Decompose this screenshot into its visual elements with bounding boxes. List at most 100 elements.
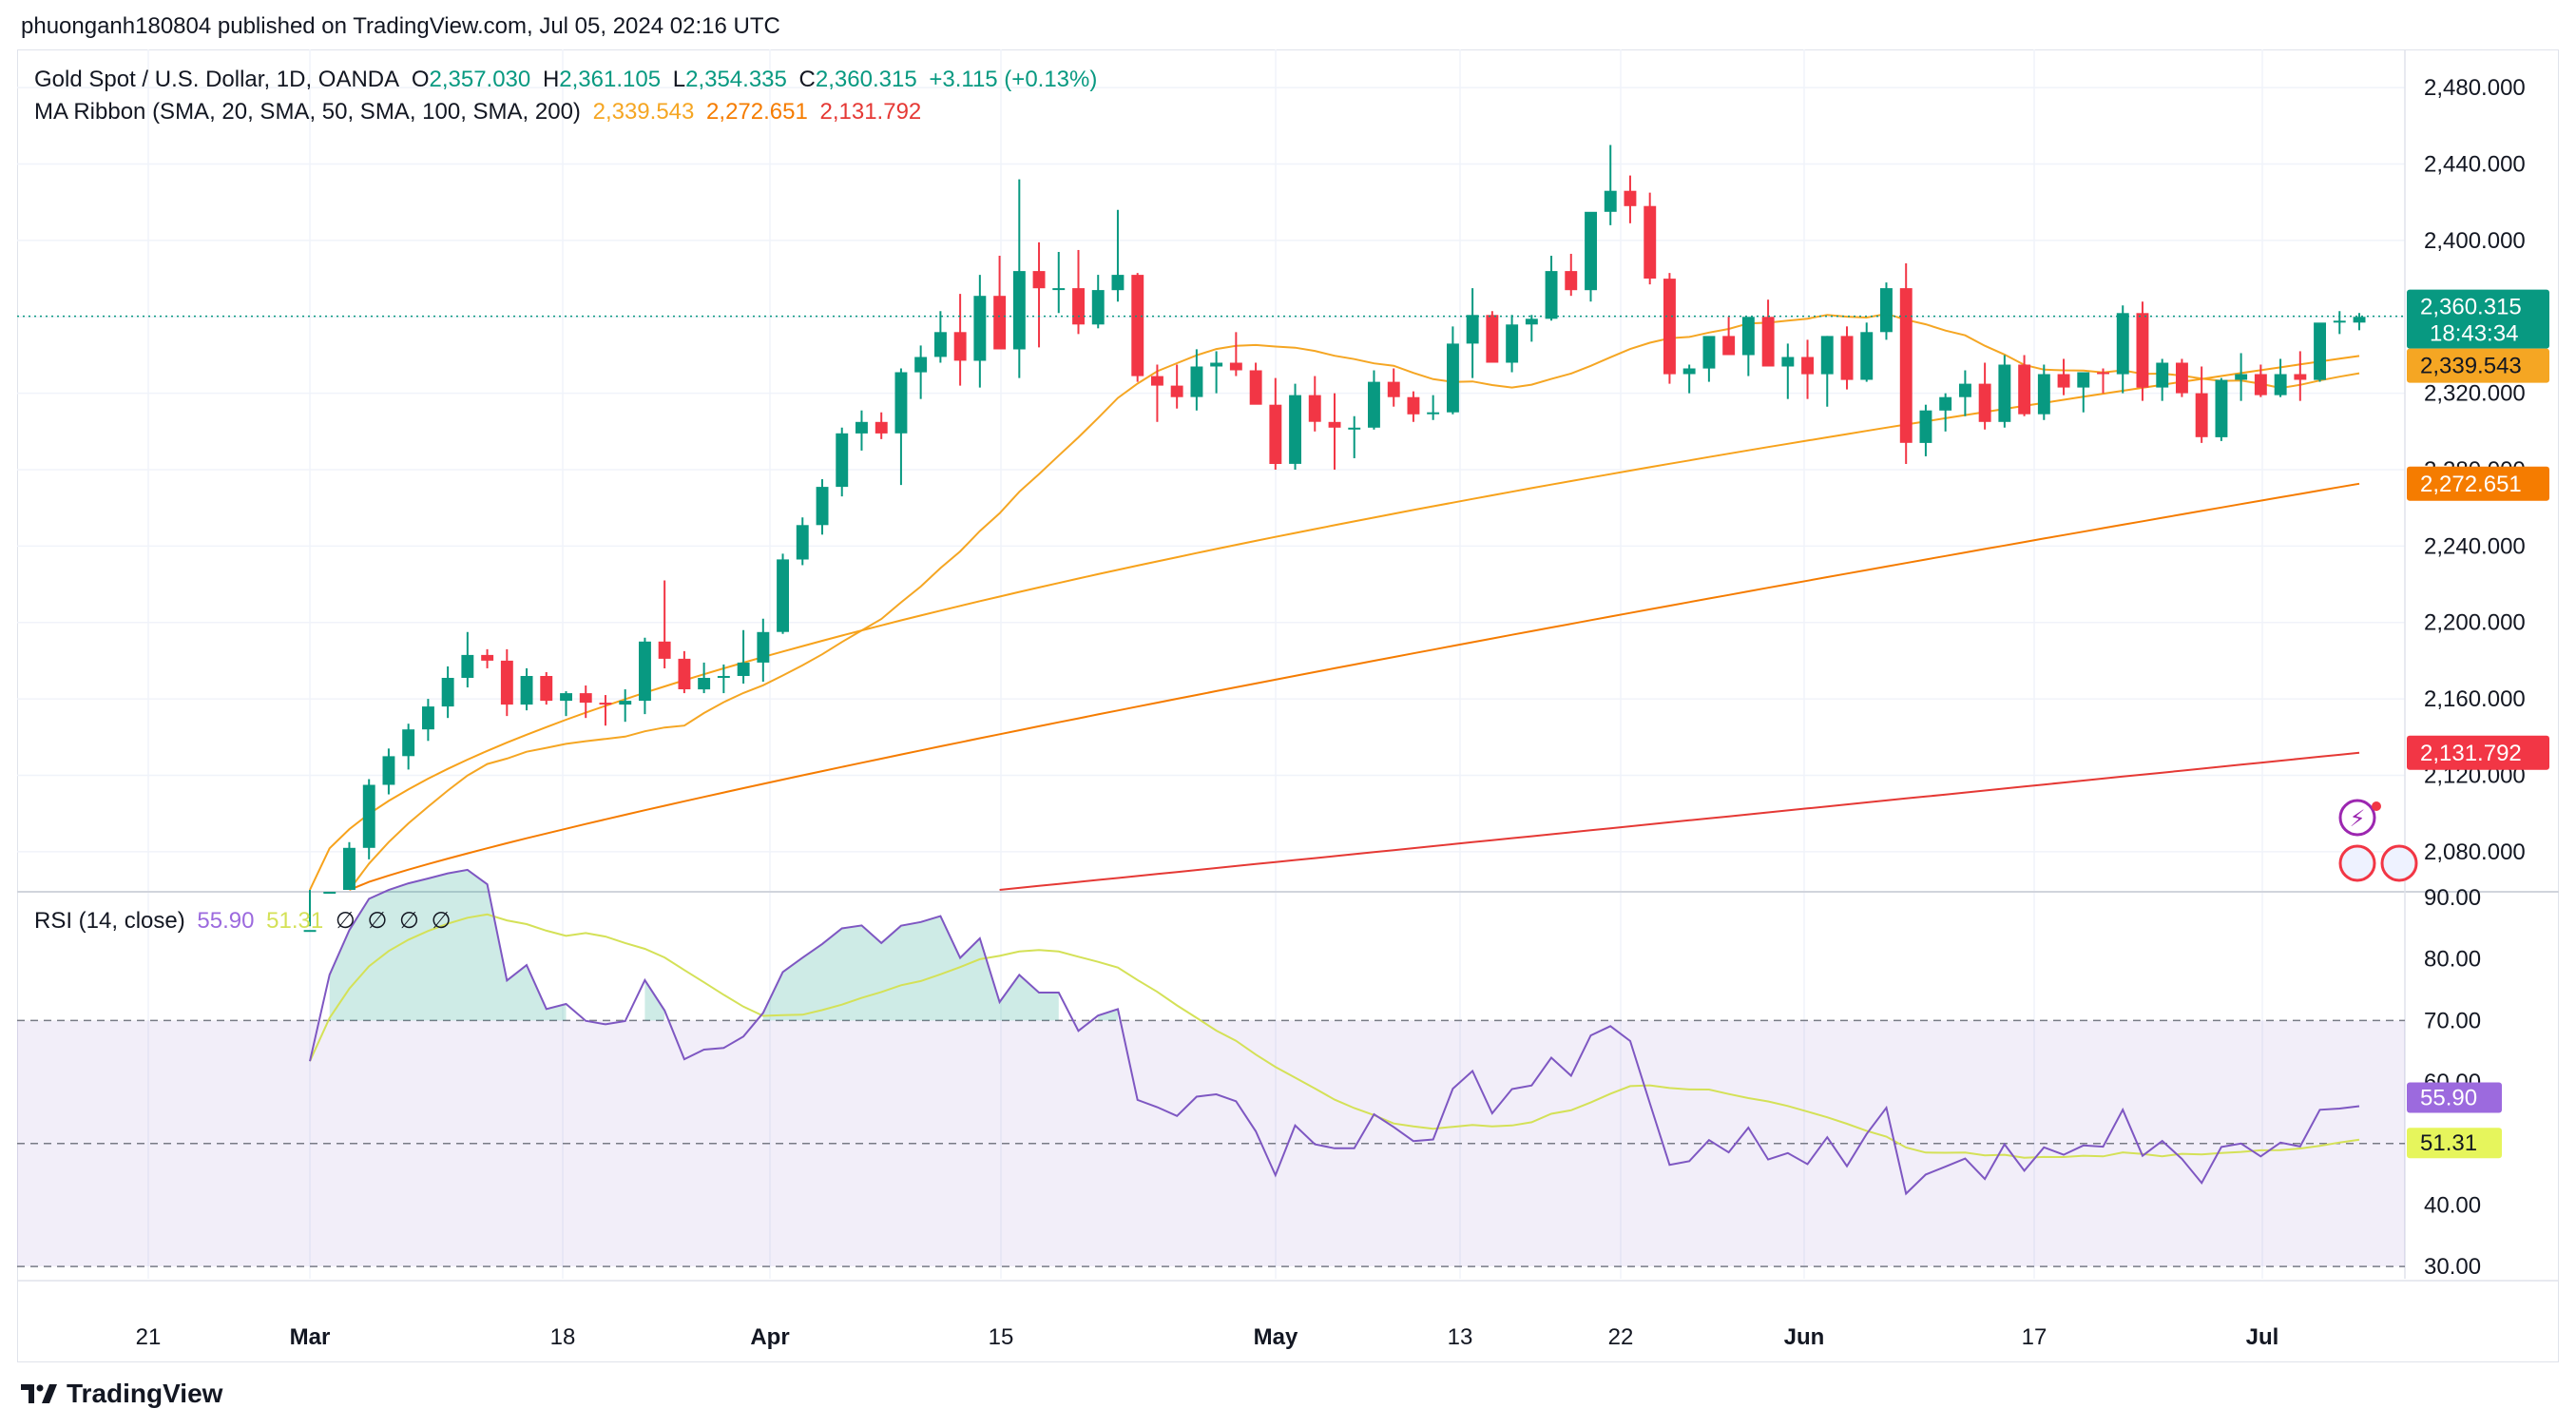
candle-up <box>777 559 789 632</box>
candle-down <box>1387 381 1400 397</box>
time-tick-label: Apr <box>750 1324 789 1350</box>
low-value: 2,354.335 <box>685 67 787 92</box>
candle-up <box>1210 362 1223 367</box>
candle-up <box>422 706 434 730</box>
candle-up <box>1506 324 1519 363</box>
candle-down <box>1131 275 1144 376</box>
candle-down <box>2254 374 2267 396</box>
empty-placeholder: ∅ <box>399 908 419 934</box>
candle-up <box>757 631 770 663</box>
close-label: C <box>798 67 816 92</box>
candle-up <box>1525 318 1538 325</box>
candle-up <box>2274 374 2287 396</box>
candle-down <box>1801 357 1814 375</box>
candle-up <box>2156 362 2169 388</box>
open-value: 2,357.030 <box>429 67 531 92</box>
candle-up <box>1545 271 1558 319</box>
rsi-overbought-fill <box>329 869 567 1021</box>
candle-up <box>1880 288 1893 333</box>
sma50-line <box>349 482 2360 891</box>
price-badge <box>2407 466 2549 501</box>
candle-down <box>1840 336 1854 380</box>
tradingview-logo[interactable]: TradingView <box>21 1379 222 1409</box>
rsi-value: 55.90 <box>197 908 255 934</box>
lightning-glyph: ⚡ <box>2350 805 2366 832</box>
candle-up <box>914 357 928 373</box>
symbol-name[interactable]: Gold Spot / U.S. Dollar, 1D, OANDA <box>34 67 400 92</box>
candle-up <box>1585 211 1597 291</box>
candle-down <box>1151 376 1163 386</box>
rsi-label[interactable]: RSI (14, close) <box>34 908 185 934</box>
rsi-badge <box>2407 1082 2502 1113</box>
candle-up <box>698 678 711 690</box>
candle-up <box>1466 315 1479 344</box>
countdown-label: 18:43:34 <box>2430 321 2518 347</box>
price-tick-label: 2,160.000 <box>2424 686 2526 712</box>
candle-up <box>2077 372 2090 388</box>
time-tick-label: Mar <box>290 1324 331 1350</box>
chart-frame <box>17 49 2559 1362</box>
candle-up <box>1111 275 1125 291</box>
candle-down <box>500 660 513 705</box>
rsi-tick-label: 80.00 <box>2424 947 2481 973</box>
candle-up <box>2314 322 2326 380</box>
candle-up <box>1052 288 1066 291</box>
candle-up <box>816 487 829 526</box>
price-badge-label: 2,272.651 <box>2420 472 2522 497</box>
price-tick-label: 2,400.000 <box>2424 228 2526 254</box>
candle-down <box>2057 374 2070 388</box>
candle-down <box>1978 383 1991 422</box>
candle-up <box>2037 374 2050 415</box>
candle-up <box>1368 381 1380 428</box>
empty-placeholder: ∅ <box>335 908 356 934</box>
price-tick-label: 2,480.000 <box>2424 75 2526 101</box>
candle-up <box>382 756 395 785</box>
low-label: L <box>672 67 686 92</box>
candle-up <box>1820 336 1834 375</box>
candle-up <box>2333 320 2346 323</box>
rsi-tick-label: 90.00 <box>2424 885 2481 911</box>
candle-down <box>1407 396 1420 415</box>
candle-down <box>1624 190 1637 206</box>
candle-up <box>619 701 632 705</box>
candle-up <box>1091 290 1105 325</box>
candle-down <box>2195 393 2208 437</box>
candle-up <box>836 433 849 488</box>
candle-up <box>855 421 868 434</box>
us-flag-event-icon <box>2380 844 2418 882</box>
candle-down <box>1899 288 1913 443</box>
time-tick-label: May <box>1254 1324 1298 1350</box>
candle-up <box>1682 368 1696 375</box>
empty-placeholder: ∅ <box>431 908 452 934</box>
candle-up <box>1781 357 1795 367</box>
candle-down <box>2018 364 2031 415</box>
time-tick-label: 13 <box>1448 1324 1473 1350</box>
candle-down <box>2136 313 2149 388</box>
rsi-overbought-fill <box>1098 1009 1118 1021</box>
candle-up <box>796 525 809 560</box>
sma-fast-line <box>309 355 2360 891</box>
candle-up <box>1919 410 1932 443</box>
price-badge <box>2407 348 2549 383</box>
rsi-badge-label: 55.90 <box>2420 1086 2477 1111</box>
candle-down <box>481 654 494 661</box>
candle-down <box>658 641 671 659</box>
candle-down <box>1308 395 1321 422</box>
rsi-ma-value: 51.31 <box>266 908 324 934</box>
price-tick-label: 2,440.000 <box>2424 152 2526 178</box>
price-tick-label: 2,200.000 <box>2424 610 2526 636</box>
candle-up <box>1604 190 1617 212</box>
candle-down <box>579 693 592 704</box>
candle-down <box>599 703 612 705</box>
candle-up <box>343 847 356 890</box>
candle-up <box>362 784 375 848</box>
candle-up <box>1860 332 1874 380</box>
time-tick-label: Jul <box>2246 1324 2279 1350</box>
ma-ribbon-label[interactable]: MA Ribbon (SMA, 20, SMA, 50, SMA, 100, S… <box>34 99 581 125</box>
rsi-tick-label: 30.00 <box>2424 1254 2481 1280</box>
rsi-badge-label: 51.31 <box>2420 1130 2477 1156</box>
time-tick-label: 21 <box>136 1324 162 1350</box>
candle-down <box>1249 370 1262 405</box>
candle-up <box>894 372 908 434</box>
